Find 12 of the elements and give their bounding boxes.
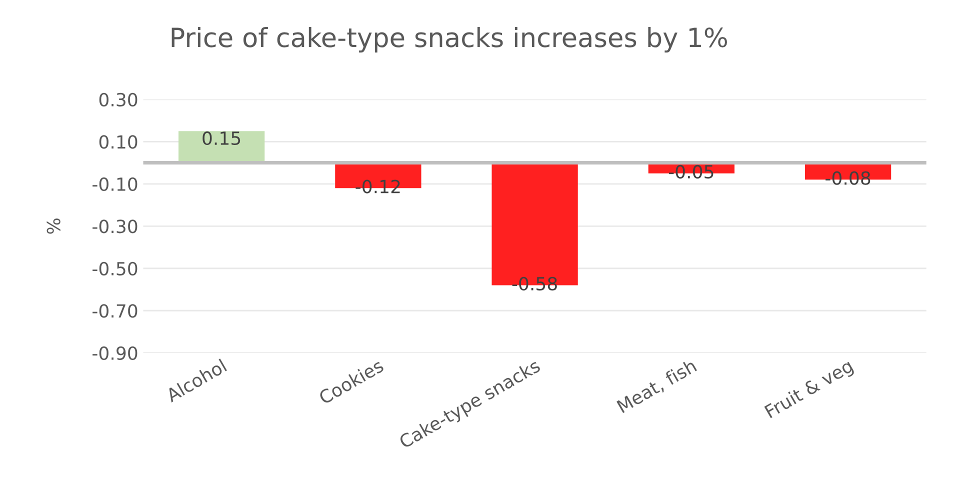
data-label: 0.15 [202, 131, 240, 146]
x-tick-label: Fruit & veg [764, 358, 856, 422]
y-tick-label: -0.70 [92, 304, 138, 318]
y-tick-label: 0.10 [99, 135, 138, 149]
y-tick-label: -0.10 [92, 177, 138, 192]
y-tick-label: 0.30 [99, 92, 138, 107]
y-tick-label: -0.50 [92, 262, 138, 276]
y-axis-title: % [46, 218, 60, 234]
y-tick-label: -0.30 [92, 220, 138, 234]
y-tick-label: -0.90 [92, 346, 138, 360]
x-tick-label: Meat, fish [616, 358, 698, 415]
chart-title: Price of cake-type snacks increases by 1% [172, 26, 728, 53]
